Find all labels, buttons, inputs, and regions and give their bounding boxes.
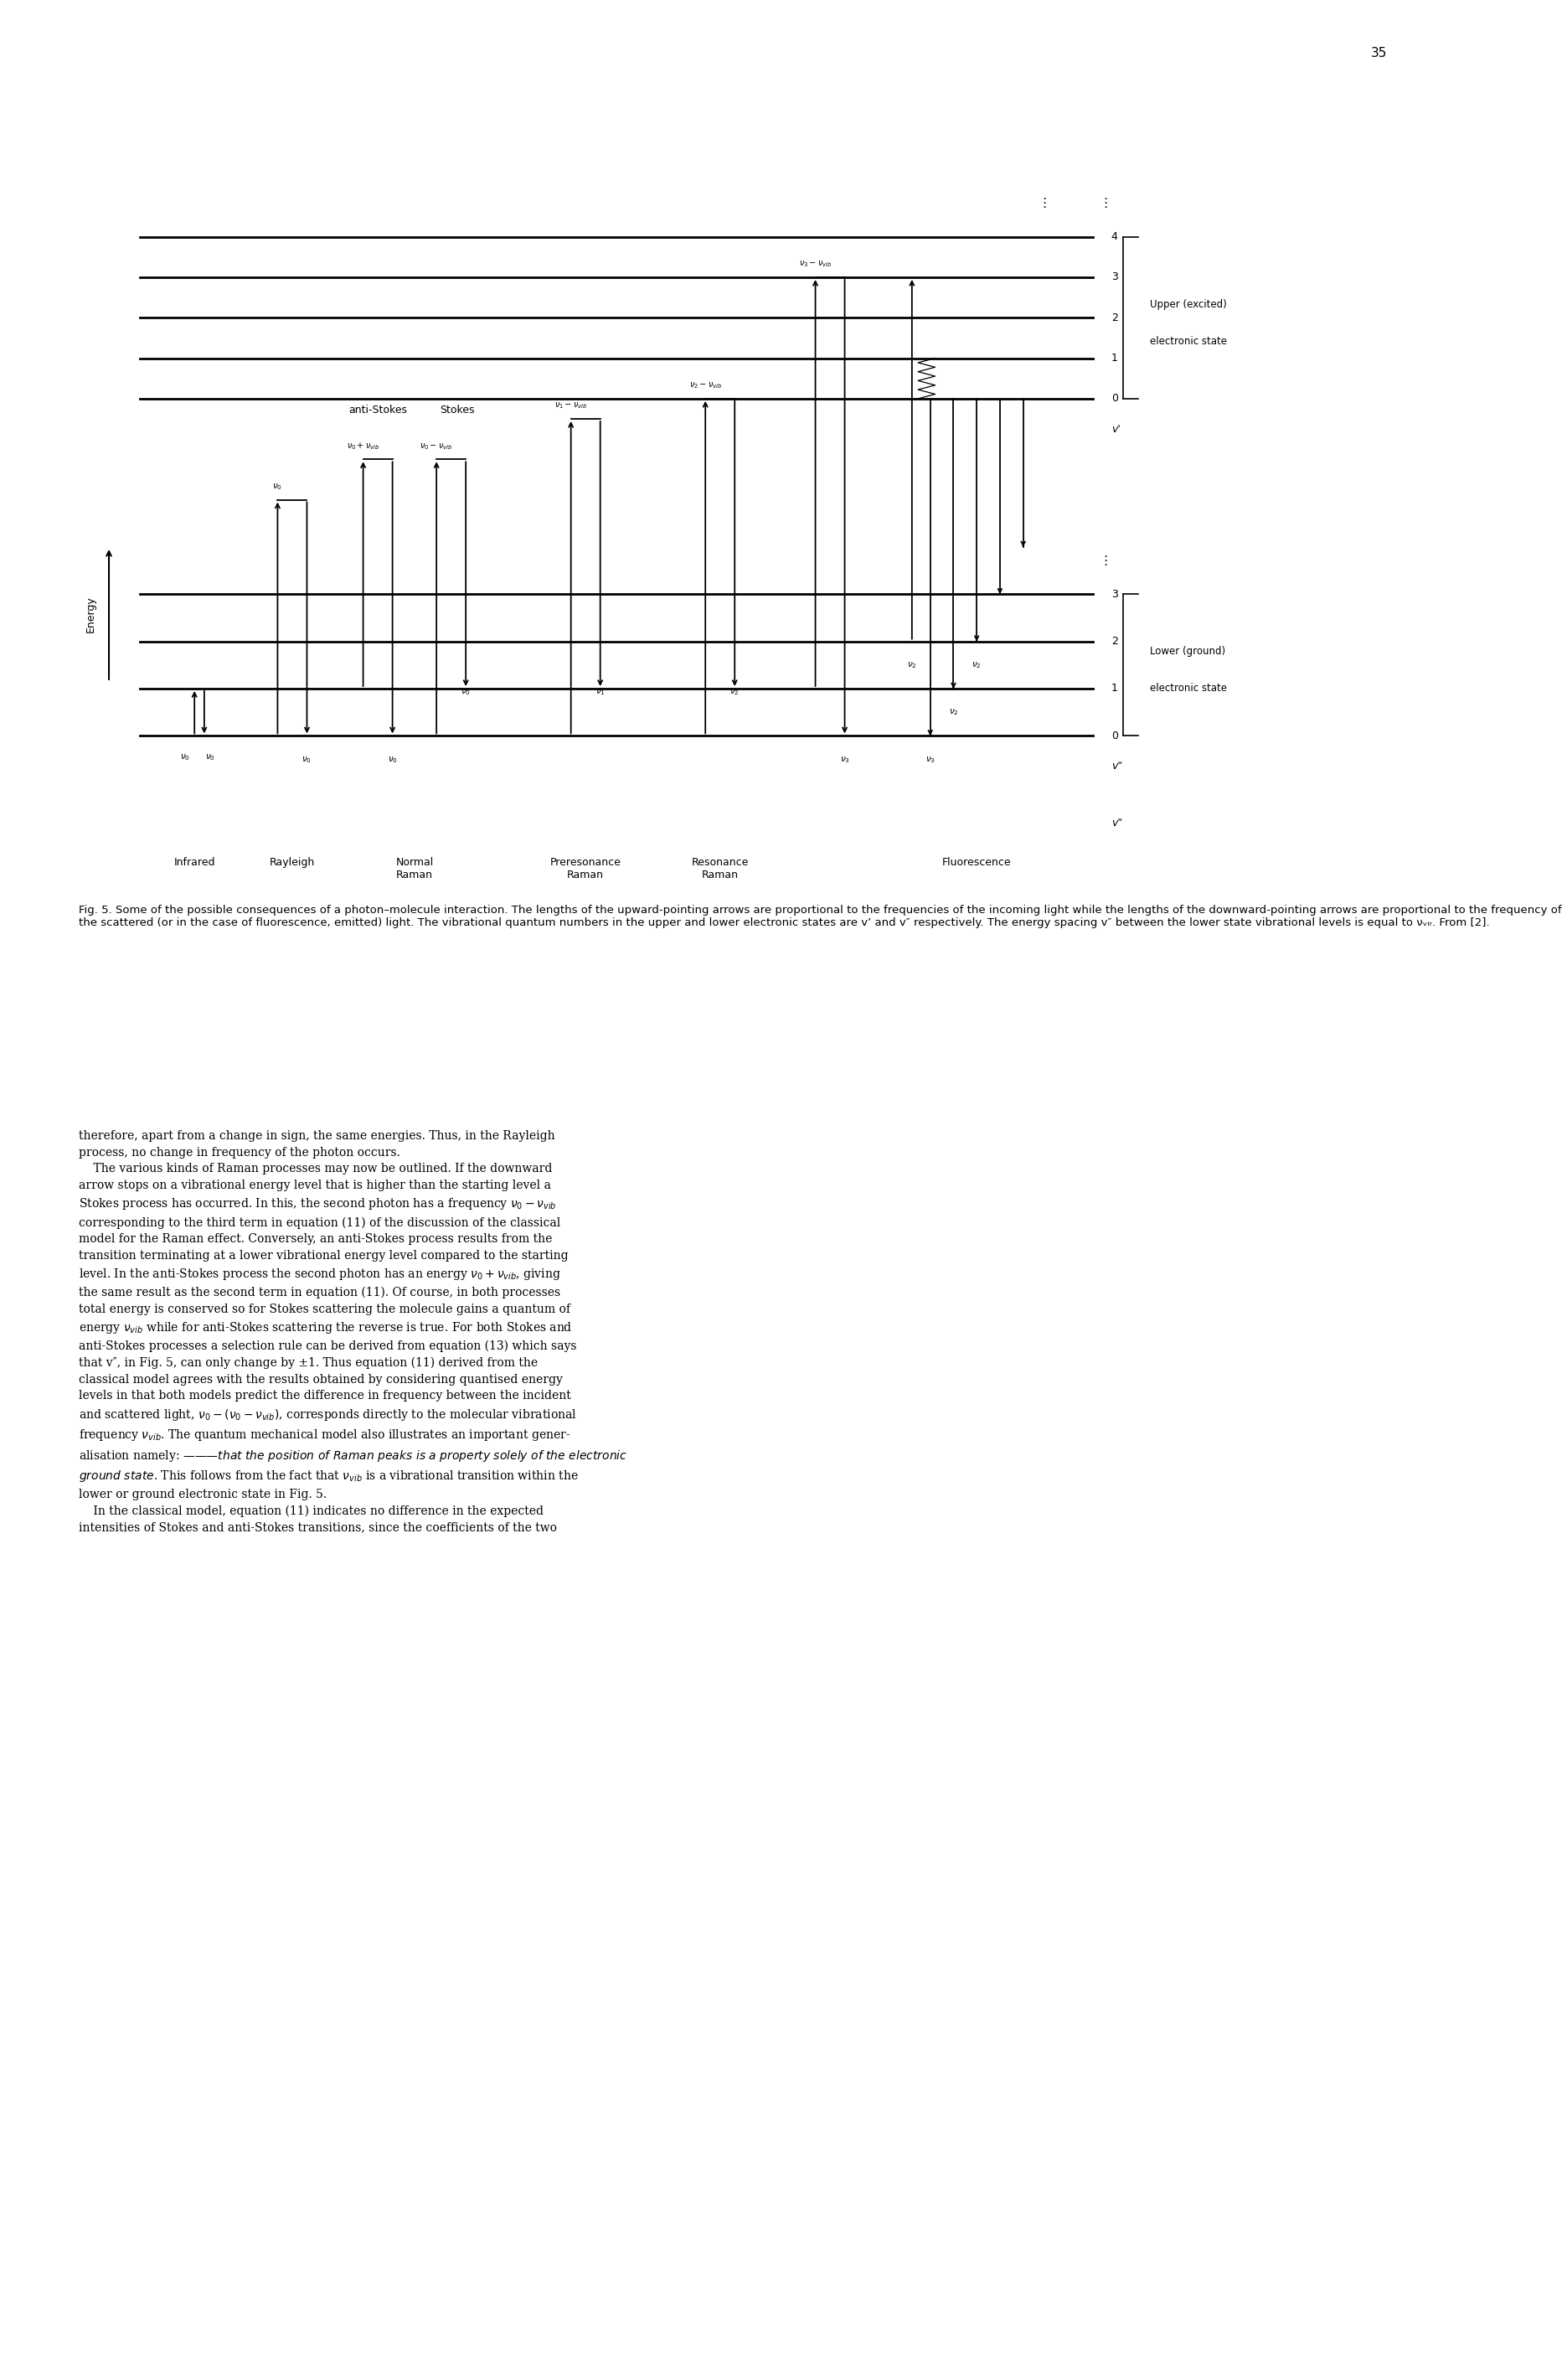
Text: ⋮: ⋮ [1037,198,1050,209]
Text: Fig. 5. Some of the possible consequences of a photon–molecule interaction. The : Fig. 5. Some of the possible consequence… [78,904,1561,928]
Text: v': v' [1111,424,1120,436]
Text: ⋮: ⋮ [1098,198,1111,209]
Text: 3: 3 [1111,588,1117,600]
Text: $\nu_0 - \nu_{vib}$: $\nu_0 - \nu_{vib}$ [420,440,453,452]
Text: Rayleigh: Rayleigh [270,857,315,869]
Text: Fluorescence: Fluorescence [942,857,1011,869]
Text: Preresonance
Raman: Preresonance Raman [550,857,621,881]
Text: v": v" [1111,762,1122,771]
Text: 3: 3 [1111,271,1117,283]
Text: $\nu_2 - \nu_{vib}$: $\nu_2 - \nu_{vib}$ [689,381,722,390]
Text: Stokes: Stokes [440,405,475,416]
Text: $\nu_3$: $\nu_3$ [840,754,849,764]
Text: Energy: Energy [85,595,96,633]
Text: anti-Stokes: anti-Stokes [348,405,407,416]
Text: $\nu_0 + \nu_{vib}$: $\nu_0 + \nu_{vib}$ [346,440,379,452]
Text: Infrared: Infrared [174,857,215,869]
Text: $\nu_2$: $\nu_2$ [948,707,959,716]
Text: 1: 1 [1111,352,1117,364]
Text: $\nu_0$: $\nu_0$ [205,752,215,762]
Text: $\nu_3$: $\nu_3$ [925,754,935,764]
Text: 2: 2 [1111,312,1117,324]
Text: 2: 2 [1111,635,1117,647]
Text: $\nu_0$: $\nu_0$ [387,754,398,764]
Text: $\nu_2$: $\nu_2$ [730,688,740,697]
Text: electronic state: electronic state [1150,336,1227,347]
Text: $\nu_1 - \nu_{vib}$: $\nu_1 - \nu_{vib}$ [555,400,588,412]
Text: $\nu_0$: $\nu_0$ [302,754,312,764]
Text: $\nu_1$: $\nu_1$ [595,688,605,697]
Text: Normal
Raman: Normal Raman [395,857,434,881]
Text: Upper (excited): Upper (excited) [1150,300,1227,309]
Text: Lower (ground): Lower (ground) [1150,645,1225,657]
Text: $\nu_0$: $\nu_0$ [180,752,190,762]
Text: 1: 1 [1111,683,1117,695]
Text: 0: 0 [1111,393,1117,405]
Text: $\nu_3 - \nu_{vib}$: $\nu_3 - \nu_{vib}$ [799,259,832,269]
Text: v": v" [1111,819,1122,828]
Text: $\nu_0$: $\nu_0$ [461,688,470,697]
Text: electronic state: electronic state [1150,683,1227,695]
Text: $\nu_2$: $\nu_2$ [907,659,917,671]
Text: therefore, apart from a change in sign, the same energies. Thus, in the Rayleigh: therefore, apart from a change in sign, … [78,1130,627,1533]
Text: 4: 4 [1111,231,1117,243]
Text: 35: 35 [1371,48,1387,60]
Text: Resonance
Raman: Resonance Raman [691,857,749,881]
Text: ⋮: ⋮ [1098,555,1111,566]
Text: 0: 0 [1111,731,1117,740]
Text: $\nu_2$: $\nu_2$ [972,659,981,671]
Text: $\nu_0$: $\nu_0$ [273,481,282,493]
